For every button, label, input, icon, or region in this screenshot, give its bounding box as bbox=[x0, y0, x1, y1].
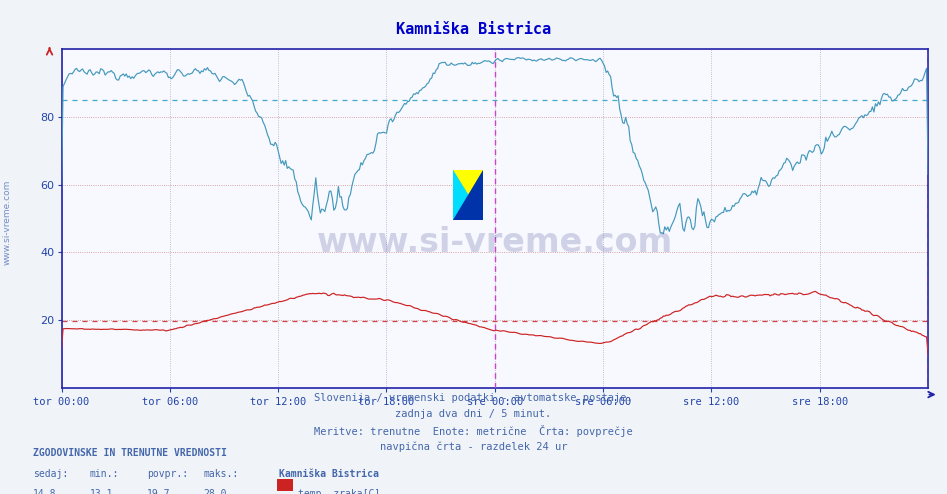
Text: min.:: min.: bbox=[90, 469, 119, 479]
Text: zadnja dva dni / 5 minut.: zadnja dva dni / 5 minut. bbox=[396, 409, 551, 419]
Text: Meritve: trenutne  Enote: metrične  Črta: povprečje: Meritve: trenutne Enote: metrične Črta: … bbox=[314, 425, 633, 437]
Text: 14,8: 14,8 bbox=[33, 489, 57, 494]
Text: 13,1: 13,1 bbox=[90, 489, 114, 494]
Text: 19,7: 19,7 bbox=[147, 489, 170, 494]
Text: povpr.:: povpr.: bbox=[147, 469, 188, 479]
Polygon shape bbox=[453, 170, 483, 220]
Text: ZGODOVINSKE IN TRENUTNE VREDNOSTI: ZGODOVINSKE IN TRENUTNE VREDNOSTI bbox=[33, 448, 227, 458]
Text: navpična črta - razdelek 24 ur: navpična črta - razdelek 24 ur bbox=[380, 442, 567, 452]
Text: www.si-vreme.com: www.si-vreme.com bbox=[3, 180, 12, 265]
Text: www.si-vreme.com: www.si-vreme.com bbox=[316, 226, 673, 259]
Text: maks.:: maks.: bbox=[204, 469, 239, 479]
Text: Kamniška Bistrica: Kamniška Bistrica bbox=[279, 469, 379, 479]
Text: temp. zraka[C]: temp. zraka[C] bbox=[298, 489, 381, 494]
Text: Kamniška Bistrica: Kamniška Bistrica bbox=[396, 22, 551, 37]
Text: 28,0: 28,0 bbox=[204, 489, 227, 494]
Text: sedaj:: sedaj: bbox=[33, 469, 68, 479]
Polygon shape bbox=[453, 170, 483, 220]
Text: Slovenija / vremenski podatki - avtomatske postaje.: Slovenija / vremenski podatki - avtomats… bbox=[314, 393, 633, 403]
